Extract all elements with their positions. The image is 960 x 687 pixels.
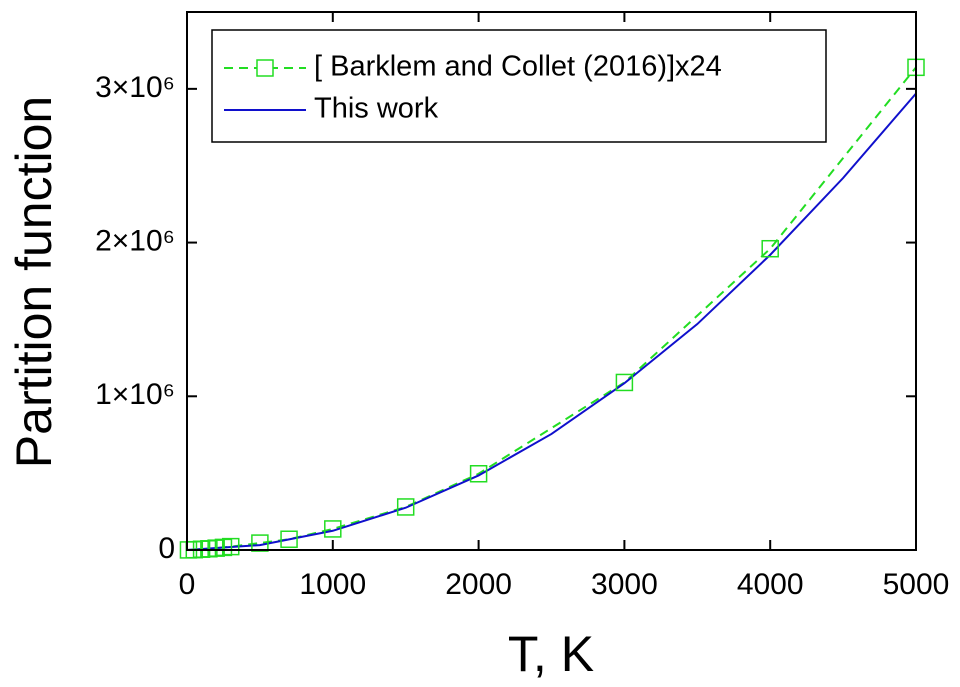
marker — [396, 498, 415, 516]
x-tick-label: 2000 — [445, 568, 512, 601]
y-axis-title: Partition function — [6, 96, 62, 468]
y-tick-label: 0 — [158, 532, 175, 565]
series-line — [187, 92, 916, 550]
marker — [615, 373, 634, 392]
x-tick-label: 3000 — [591, 568, 658, 601]
plot-frame — [186, 11, 917, 551]
x-tick-label: 1000 — [299, 568, 366, 601]
y-tick-label: 2×10⁶ — [95, 224, 175, 257]
marker — [221, 537, 240, 556]
y-tick-label: 1×10⁶ — [95, 378, 175, 411]
x-axis-title: T, K — [508, 626, 594, 682]
legend-marker — [256, 59, 274, 77]
legend-label: [ Barklem and Collet (2016)]x24 — [314, 51, 722, 83]
x-tick-label: 0 — [179, 568, 196, 601]
legend-label: This work — [314, 93, 439, 125]
legend-box — [211, 29, 827, 143]
marker — [280, 530, 298, 548]
y-tick-label: 3×10⁶ — [95, 71, 175, 104]
marker — [324, 520, 342, 538]
x-tick-label: 4000 — [737, 568, 804, 601]
marker — [761, 239, 779, 258]
marker — [469, 465, 488, 483]
x-tick-label: 5000 — [883, 568, 950, 601]
marker — [251, 534, 269, 552]
